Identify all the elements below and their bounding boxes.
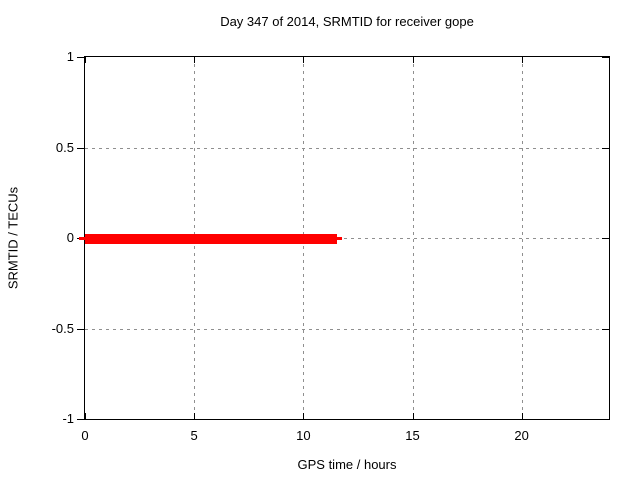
y-tick-label: 1 (66, 49, 74, 64)
y-tick-label: -1 (62, 411, 74, 426)
x-axis-label: GPS time / hours (297, 457, 397, 472)
x-tick (413, 57, 414, 63)
x-tick (522, 413, 523, 419)
x-tick (303, 57, 304, 63)
x-tick-label: 0 (81, 428, 89, 443)
x-tick (194, 57, 195, 63)
y-gridline (85, 238, 609, 239)
y-tick (77, 419, 84, 420)
x-tick (85, 413, 86, 419)
y-tick-label: 0 (66, 230, 74, 245)
y-tick-label: -0.5 (51, 320, 74, 336)
x-tick-label: 5 (190, 428, 198, 443)
y-gridline (85, 329, 609, 330)
y-tick (77, 148, 84, 149)
x-tick-label: 15 (405, 428, 420, 443)
x-tick (303, 413, 304, 419)
x-tick-label: 10 (296, 428, 311, 443)
x-tick (522, 57, 523, 63)
series-line-segment (337, 237, 342, 240)
y-tick (602, 57, 609, 58)
series-line-segment (85, 234, 337, 244)
x-tick (194, 413, 195, 419)
plot-area (77, 56, 610, 420)
y-tick (77, 329, 84, 330)
y-gridline (85, 148, 609, 149)
x-tick-label: 20 (514, 428, 529, 443)
x-tick (85, 57, 86, 63)
y-tick (602, 238, 609, 239)
y-tick-label: 0.5 (55, 139, 74, 155)
x-tick (413, 413, 414, 419)
y-tick (602, 148, 609, 149)
chart-title: Day 347 of 2014, SRMTID for receiver gop… (220, 14, 474, 29)
y-tick (602, 329, 609, 330)
y-tick (77, 57, 84, 58)
series-line-segment (79, 237, 85, 240)
y-tick (602, 419, 609, 420)
